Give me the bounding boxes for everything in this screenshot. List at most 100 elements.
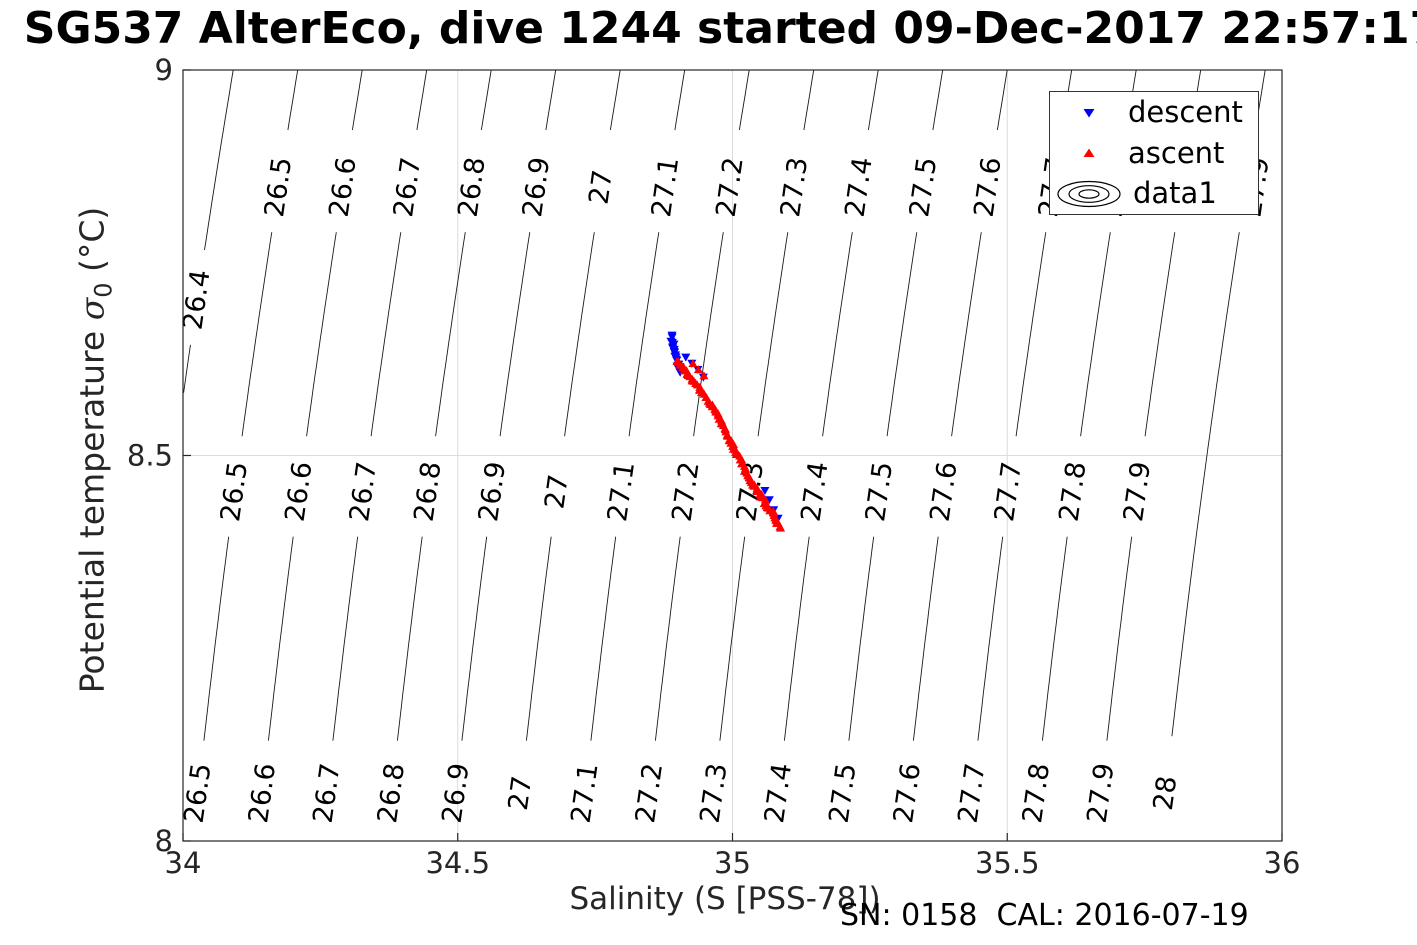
contour-label: 27.6 — [969, 155, 1008, 219]
contour-label: 27.4 — [759, 761, 798, 825]
ascent-marker — [699, 371, 709, 380]
contour-line — [370, 232, 402, 437]
contour-line — [435, 232, 466, 437]
footer-annotation: SN: 0158 CAL: 2016-07-19 — [840, 898, 1249, 933]
contour-label: 26.6 — [324, 155, 363, 219]
contour-line — [1080, 232, 1111, 437]
sigma-symbol: σ — [72, 297, 112, 321]
contour-line — [332, 536, 359, 741]
contour-label: 26.7 — [388, 155, 427, 219]
contour-line — [1015, 232, 1047, 437]
contour-label: 27.2 — [711, 155, 750, 219]
contour-label: 27.7 — [989, 460, 1028, 524]
contour-label: 27.2 — [667, 460, 706, 524]
contour-line — [803, 69, 815, 131]
contour-label: 27.6 — [888, 761, 927, 825]
legend-marker-descent — [1050, 106, 1128, 120]
legend: descent ascent data1 — [1049, 91, 1259, 215]
contour-line — [480, 69, 492, 131]
contour-line — [609, 69, 621, 131]
legend-label-descent: descent — [1128, 95, 1243, 129]
contour-label: 27.9 — [1082, 761, 1121, 825]
y-tick-label: 9 — [155, 53, 173, 87]
ascent-marker — [737, 455, 747, 464]
x-tick-label: 36 — [1264, 846, 1301, 880]
contour-label: 27 — [503, 774, 538, 812]
x-tick-label: 35.5 — [975, 846, 1040, 880]
contour-line — [416, 69, 428, 131]
legend-entry-descent: descent — [1050, 93, 1258, 133]
contour-label: 26.9 — [437, 761, 476, 825]
contour-line — [693, 232, 724, 437]
sigma-subscript: 0 — [89, 282, 118, 298]
contour-line — [719, 536, 746, 741]
contour-label: 27.2 — [630, 761, 669, 825]
contour-label: 26.6 — [280, 460, 319, 524]
contour-label: 27.7 — [953, 761, 992, 825]
contour-line — [738, 69, 750, 131]
contour-label: 27 — [539, 473, 574, 511]
contour-label: 26.7 — [344, 460, 383, 524]
contour-line — [590, 536, 617, 741]
contour-label: 26.6 — [243, 761, 282, 825]
triangle-down-icon — [1083, 108, 1095, 117]
contour-line — [203, 536, 230, 741]
contour-line — [351, 69, 363, 131]
y-axis-label-unit: (°C) — [72, 206, 112, 283]
contour-label: 27.3 — [695, 761, 734, 825]
contour-label: 26.5 — [215, 460, 254, 524]
contour-label: 26.5 — [259, 155, 298, 219]
contour-line — [267, 536, 294, 741]
y-tick-label: 8 — [155, 824, 173, 858]
contour-label: 27.9 — [1118, 460, 1157, 524]
y-axis-label-text: Potential temperature — [72, 320, 112, 694]
contour-line — [525, 536, 552, 741]
ascent-marker — [693, 365, 703, 374]
contour-ellipses-icon — [1057, 180, 1121, 207]
contour-line — [204, 69, 234, 251]
contour-line — [654, 536, 681, 741]
contour-line — [241, 232, 273, 437]
x-axis-label: Salinity (S [PSS-78]) — [569, 881, 881, 917]
contour-label: 27.1 — [566, 761, 605, 825]
contour-label: 26.7 — [308, 761, 347, 825]
contour-label: 27.1 — [602, 460, 641, 524]
ascent-marker — [688, 358, 698, 367]
contour-label: 26.5 — [179, 761, 218, 825]
descent-marker — [667, 333, 677, 342]
contour-line — [932, 69, 944, 131]
contour-line — [1041, 536, 1068, 741]
contour-label: 26.8 — [453, 155, 492, 219]
legend-entry-ascent: ascent — [1050, 133, 1258, 173]
legend-label-data1: data1 — [1133, 176, 1217, 210]
contour-line — [996, 69, 1008, 131]
contour-line — [183, 344, 191, 393]
contour-label: 26.8 — [409, 460, 448, 524]
descent-marker — [760, 486, 770, 495]
contour-label: 27.6 — [925, 460, 964, 524]
contour-line — [783, 536, 810, 741]
contour-line — [757, 232, 789, 437]
contour-line — [287, 69, 299, 131]
contour-line — [822, 232, 853, 437]
contour-line — [867, 69, 879, 131]
legend-marker-ascent — [1050, 146, 1128, 160]
legend-marker-data1 — [1050, 179, 1133, 209]
legend-entry-data1: data1 — [1050, 174, 1258, 214]
contour-line — [886, 232, 918, 437]
y-tick-label: 8.5 — [127, 439, 173, 473]
contour-label: 27.8 — [1054, 460, 1093, 524]
contour-label: 27.5 — [904, 155, 943, 219]
contour-line — [545, 69, 557, 131]
contour-label: 27.4 — [796, 460, 835, 524]
contour-label: 27.1 — [646, 155, 685, 219]
contour-label: 27.4 — [840, 155, 879, 219]
contour-line — [1144, 232, 1176, 437]
x-tick-label: 35 — [714, 846, 751, 880]
x-tick-label: 34.5 — [425, 846, 490, 880]
contour-line — [461, 536, 488, 741]
contour-label: 27.3 — [775, 155, 814, 219]
contour-line — [848, 536, 875, 741]
